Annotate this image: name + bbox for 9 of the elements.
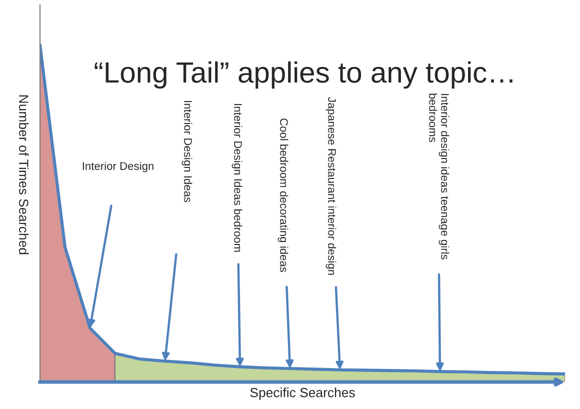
x-axis-title: Specific Searches <box>250 388 355 400</box>
annotation: Cool bedroom decorating ideas <box>278 118 288 272</box>
annotation: Interior Design Ideas <box>182 101 192 202</box>
annotation: Japanese Restaurant interior design <box>326 97 336 275</box>
annotation: Interior design ideas teenage girls bedrooms <box>429 94 450 260</box>
annotation: Interior Design Ideas bedroom <box>232 104 242 252</box>
text: “Long Tail” applies to any topic… <box>94 61 512 89</box>
annotation: Interior Design <box>82 162 154 172</box>
y-axis-title: Number of Times Searched <box>18 95 29 254</box>
